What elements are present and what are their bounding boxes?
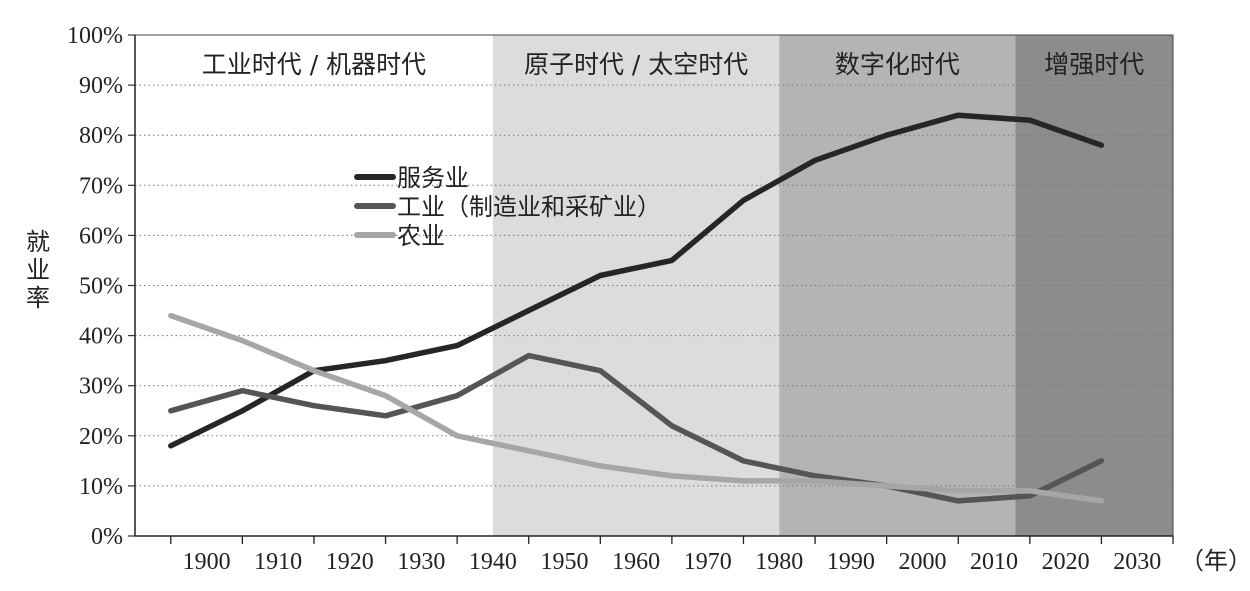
x-tick-label: 1910 — [254, 549, 302, 575]
y-axis-label-char: 率 — [26, 284, 50, 312]
era-label: 工业时代 / 机器时代 — [202, 50, 426, 79]
y-tick-labels: 0% 10% 20% 30% 40% 50% 60% 70% 80% 90% 100% — [67, 23, 123, 550]
y-tick-label: 90% — [79, 73, 123, 99]
era-band — [135, 35, 493, 536]
y-axis-label: 就业率 — [26, 228, 50, 312]
series-line — [168, 112, 1105, 449]
x-tick-label: 2000 — [898, 549, 946, 575]
y-axis-label-char: 就 — [26, 228, 50, 256]
y-tick-label: 20% — [79, 424, 123, 450]
era-label: 原子时代 / 太空时代 — [524, 50, 748, 79]
series-line — [168, 352, 1105, 504]
y-tick-label: 40% — [79, 324, 123, 350]
y-tick-label: 0% — [91, 524, 123, 550]
x-tick-label: 1990 — [827, 549, 875, 575]
x-tick-labels: 1900 1910 1920 1930 1940 1950 1960 1970 1980 1990… — [183, 549, 1162, 575]
era-label: 增强时代 — [1044, 50, 1144, 79]
x-tick-label: 2030 — [1113, 549, 1161, 575]
x-tick-label: 1920 — [326, 549, 374, 575]
y-axis-label-char: 业 — [26, 256, 50, 284]
y-tick-label: 50% — [79, 274, 123, 300]
era-label: 数字化时代 — [835, 50, 960, 79]
x-tick-label: 1980 — [755, 549, 803, 575]
x-tick-label: 1930 — [397, 549, 445, 575]
y-tick-label: 80% — [79, 123, 123, 149]
legend-label: 服务业 — [397, 164, 469, 192]
x-tick-label: 2010 — [970, 549, 1018, 575]
legend-label: 工业（制造业和采矿业） — [397, 193, 661, 221]
series-lines — [168, 112, 1105, 504]
x-tick-label: 1940 — [469, 549, 517, 575]
era-bands: 工业时代 / 机器时代 原子时代 / 太空时代 数字化时代 增强时代 — [135, 35, 1173, 536]
x-tick-label: 1900 — [183, 549, 231, 575]
series-line — [168, 312, 1105, 504]
y-tick-label: 60% — [79, 223, 123, 249]
y-tick-label: 70% — [79, 173, 123, 199]
x-tick-label: 1970 — [684, 549, 732, 575]
x-tick-label: 1950 — [541, 549, 589, 575]
x-axis-unit: （年） — [1180, 548, 1250, 575]
y-tick-label: 10% — [79, 474, 123, 500]
axes — [134, 34, 1174, 544]
legend-label: 农业 — [397, 222, 445, 250]
y-tick-label: 30% — [79, 374, 123, 400]
x-tick-label: 2020 — [1042, 549, 1090, 575]
x-tick-label: 1960 — [612, 549, 660, 575]
y-tick-label: 100% — [67, 23, 123, 49]
